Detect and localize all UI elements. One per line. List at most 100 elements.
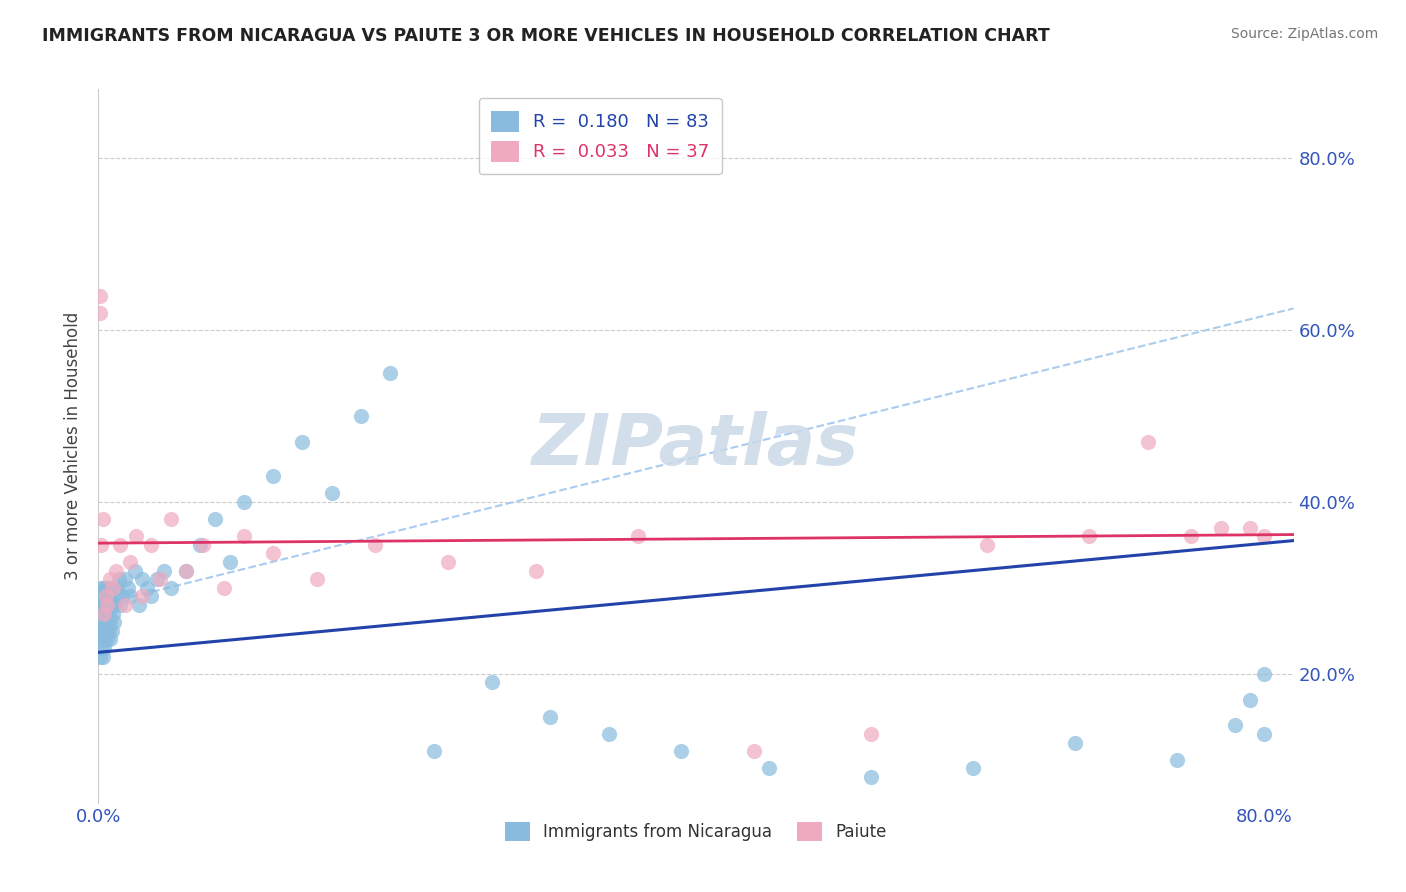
Point: [90, 581, 112, 595]
Point: [97, 581, 120, 595]
Point: [90, 615, 112, 630]
Point: [91, 624, 114, 638]
Point: [131, 572, 153, 586]
Point: [524, 564, 547, 578]
Point: [98, 615, 121, 630]
Point: [1239, 692, 1261, 706]
Point: [1166, 753, 1188, 767]
Point: [104, 590, 127, 604]
Point: [89, 632, 111, 647]
Point: [96, 598, 118, 612]
Point: [101, 581, 124, 595]
Point: [120, 555, 142, 569]
Point: [100, 624, 122, 638]
Point: [91, 649, 114, 664]
Point: [422, 744, 444, 758]
Point: [93, 590, 115, 604]
Point: [96, 590, 118, 604]
Point: [105, 581, 128, 595]
Point: [1239, 521, 1261, 535]
Point: [1253, 529, 1275, 543]
Point: [233, 495, 256, 509]
Point: [91, 581, 114, 595]
Point: [89, 649, 111, 664]
Point: [305, 572, 328, 586]
Point: [139, 538, 162, 552]
Y-axis label: 3 or more Vehicles in Household: 3 or more Vehicles in Household: [65, 312, 83, 580]
Point: [1253, 727, 1275, 741]
Point: [350, 409, 373, 423]
Text: IMMIGRANTS FROM NICARAGUA VS PAIUTE 3 OR MORE VEHICLES IN HOUSEHOLD CORRELATION : IMMIGRANTS FROM NICARAGUA VS PAIUTE 3 OR…: [42, 27, 1050, 45]
Point: [98, 572, 121, 586]
Point: [976, 538, 998, 552]
Text: Source: ZipAtlas.com: Source: ZipAtlas.com: [1230, 27, 1378, 41]
Point: [89, 288, 111, 302]
Point: [437, 555, 460, 569]
Point: [91, 512, 114, 526]
Point: [110, 598, 132, 612]
Point: [190, 538, 212, 552]
Point: [125, 529, 148, 543]
Point: [90, 607, 112, 621]
Point: [104, 564, 127, 578]
Point: [97, 607, 120, 621]
Point: [321, 486, 343, 500]
Point: [103, 615, 125, 630]
Point: [378, 366, 401, 380]
Point: [89, 607, 111, 621]
Point: [94, 624, 117, 638]
Point: [90, 598, 112, 612]
Point: [218, 555, 240, 569]
Point: [135, 581, 157, 595]
Point: [262, 469, 284, 483]
Point: [1253, 666, 1275, 681]
Point: [1225, 718, 1247, 732]
Point: [90, 632, 112, 647]
Point: [96, 632, 118, 647]
Point: [97, 624, 120, 638]
Point: [364, 538, 387, 552]
Point: [962, 761, 984, 775]
Point: [859, 727, 882, 741]
Point: [94, 607, 117, 621]
Point: [538, 710, 561, 724]
Point: [111, 590, 134, 604]
Point: [481, 675, 503, 690]
Point: [91, 598, 114, 612]
Point: [89, 624, 111, 638]
Point: [90, 624, 112, 638]
Point: [93, 615, 115, 630]
Legend: Immigrants from Nicaragua, Paiute: Immigrants from Nicaragua, Paiute: [498, 815, 894, 848]
Point: [671, 744, 693, 758]
Point: [90, 641, 112, 656]
Point: [139, 590, 162, 604]
Point: [108, 572, 131, 586]
Point: [212, 581, 235, 595]
Point: [128, 598, 150, 612]
Point: [1209, 521, 1232, 535]
Point: [91, 615, 114, 630]
Point: [114, 598, 136, 612]
Point: [94, 581, 117, 595]
Point: [98, 590, 121, 604]
Point: [145, 572, 167, 586]
Point: [93, 641, 115, 656]
Point: [149, 572, 172, 586]
Point: [90, 538, 112, 552]
Point: [89, 306, 111, 320]
Point: [153, 564, 176, 578]
Point: [94, 598, 117, 612]
Point: [117, 581, 139, 595]
Point: [1064, 736, 1087, 750]
Point: [96, 598, 118, 612]
Point: [174, 564, 197, 578]
Point: [100, 598, 122, 612]
Point: [204, 512, 226, 526]
Point: [103, 598, 125, 612]
Point: [160, 581, 183, 595]
Point: [101, 607, 124, 621]
Point: [262, 546, 284, 560]
Point: [598, 727, 620, 741]
Point: [101, 581, 124, 595]
Point: [160, 512, 183, 526]
